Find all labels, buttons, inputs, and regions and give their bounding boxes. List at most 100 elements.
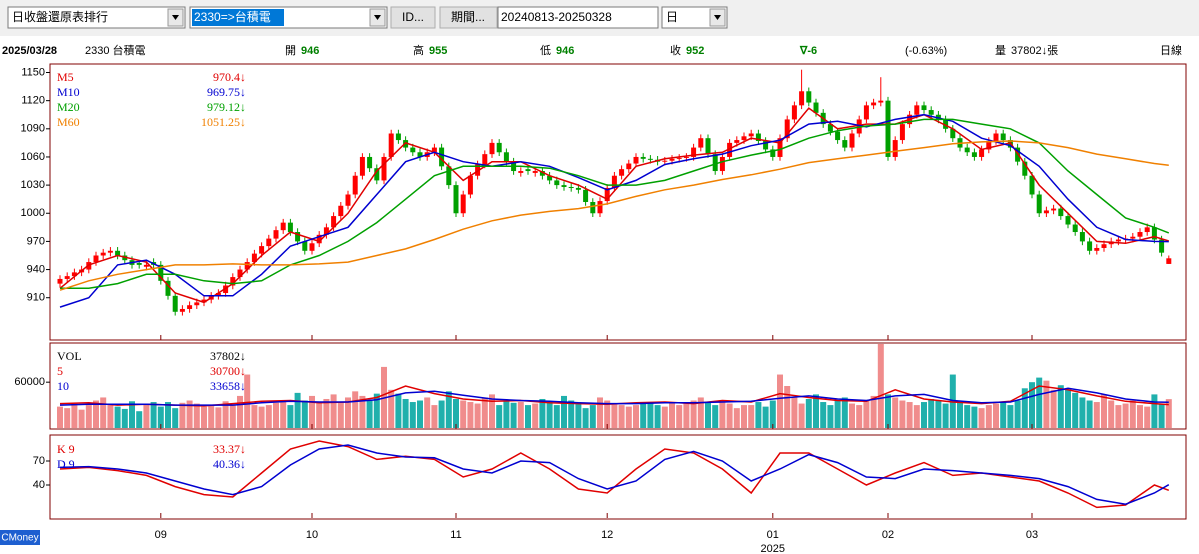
volume-bar <box>409 402 416 428</box>
y-tick-label: 40 <box>33 479 45 491</box>
volume-bar <box>618 405 625 428</box>
volume-bar <box>1086 400 1093 428</box>
candle-body <box>273 230 279 239</box>
volume-bar <box>85 405 92 428</box>
volume-bar <box>942 403 949 428</box>
candle-body <box>187 305 193 309</box>
volume-bar <box>359 395 366 428</box>
candle-body <box>525 169 531 172</box>
dropdown-arrow <box>172 15 179 20</box>
candle-body <box>979 149 985 157</box>
volume-bar <box>517 402 524 428</box>
volume-bar <box>201 406 207 428</box>
range-input[interactable] <box>497 6 659 29</box>
legend-value: 30700↓ <box>210 364 246 378</box>
volume-bar <box>481 397 488 428</box>
volume-bar <box>150 402 157 428</box>
period-button[interactable] <box>439 6 498 29</box>
candle-body <box>914 105 920 115</box>
candle-body <box>302 241 308 251</box>
volume-panel <box>49 342 1187 430</box>
candle-body <box>503 152 509 162</box>
candle-body <box>784 119 790 139</box>
period-button-text: 期間... <box>451 10 485 24</box>
candle-body <box>1144 227 1150 233</box>
info-stock: 2330 台積電 <box>85 43 146 57</box>
legend-name: M60 <box>57 115 80 129</box>
id-button[interactable] <box>390 6 436 29</box>
legend-name: 5 <box>57 364 63 378</box>
volume-bar <box>784 386 791 428</box>
info-value: 946 <box>301 45 319 57</box>
legend-name: M5 <box>57 70 74 84</box>
candle-body <box>755 133 761 142</box>
candle-body <box>885 100 891 157</box>
x-tick-label: 11 <box>450 529 461 541</box>
legend-value: 970.4↓ <box>213 70 246 84</box>
volume-bar <box>1050 389 1057 428</box>
volume-bar <box>755 402 762 428</box>
volume-bar <box>582 408 589 428</box>
volume-bar <box>301 400 308 428</box>
candle-body <box>417 152 423 157</box>
volume-bar <box>805 398 812 428</box>
volume-bar <box>431 405 438 428</box>
stock-select-text: 2330=>台積電 <box>194 9 271 24</box>
info-value: 955 <box>429 45 447 57</box>
indicator-line <box>60 118 1170 290</box>
indicator-line <box>59 113 1169 308</box>
candle-body <box>266 238 272 247</box>
candle-body <box>633 156 639 164</box>
dropdown-arrow <box>714 15 721 20</box>
volume-bar <box>849 403 855 428</box>
volume-bar <box>568 400 575 428</box>
info-value: 37802↓張 <box>1011 44 1058 57</box>
y-tick-label: 1150 <box>21 66 45 78</box>
volume-bar <box>460 400 467 428</box>
volume-bar <box>453 398 459 428</box>
info-label: 開 <box>285 44 296 57</box>
volume-bar <box>64 408 71 428</box>
volume-bar <box>474 403 481 428</box>
volume-bar <box>373 393 380 428</box>
volume-bar <box>1036 377 1043 428</box>
volume-bar <box>589 405 596 428</box>
volume-bar <box>633 405 639 428</box>
candle-body <box>431 147 437 153</box>
volume-bar <box>906 402 913 428</box>
volume-bar <box>510 402 517 428</box>
volume-bar <box>676 405 683 428</box>
candle-body <box>388 133 394 157</box>
candle-body <box>100 252 106 256</box>
candle-body <box>993 133 999 142</box>
volume-bar <box>424 397 431 428</box>
legend-name: M10 <box>57 85 80 99</box>
volume-bar <box>222 401 229 428</box>
volume-bar <box>114 406 121 428</box>
legend-name: VOL <box>57 349 82 363</box>
volume-bar <box>273 402 279 428</box>
y-tick-label: 1060 <box>21 151 45 163</box>
candle-body <box>1101 244 1107 248</box>
candle-body <box>244 262 250 270</box>
id-button-text: ID... <box>402 10 424 24</box>
candle-body <box>712 154 718 172</box>
volume-bar <box>1093 402 1100 428</box>
volume-bar <box>1122 403 1129 428</box>
volume-bar <box>172 408 179 428</box>
volume-bar <box>136 411 143 428</box>
volume-bar <box>1129 400 1136 428</box>
volume-bar <box>193 403 200 428</box>
candle-body <box>1065 216 1071 225</box>
candle-body <box>619 169 625 176</box>
volume-bar <box>733 408 740 428</box>
volume-bar <box>877 344 884 428</box>
list-select[interactable] <box>7 6 186 29</box>
x-tick-label: 12 <box>601 529 613 541</box>
candle-body <box>1079 232 1085 242</box>
candle-body <box>1029 175 1035 195</box>
candle-body <box>626 163 632 170</box>
legend-value: 40.36↓ <box>213 457 246 471</box>
candle-body <box>835 131 841 141</box>
